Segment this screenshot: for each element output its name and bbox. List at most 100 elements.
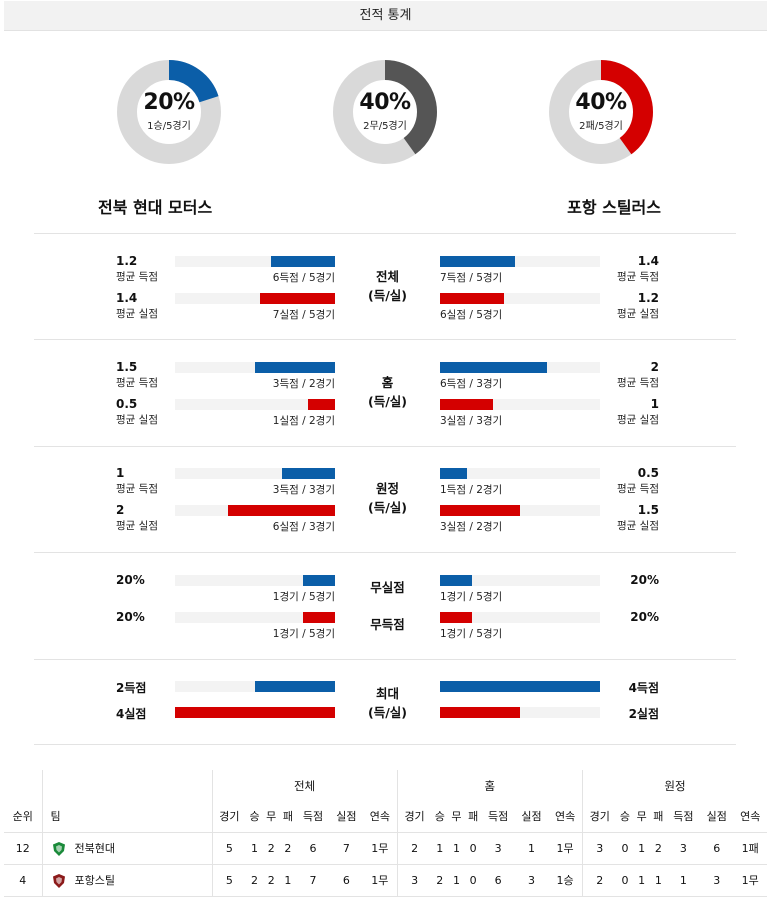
stat-cell: 3 bbox=[481, 832, 515, 865]
home-bar bbox=[303, 612, 335, 623]
divider bbox=[34, 233, 736, 234]
home-bar-track bbox=[175, 681, 335, 692]
section-label: 전체 (득/실) bbox=[335, 267, 440, 305]
stat-cell: 1무 bbox=[733, 864, 767, 897]
away-bar-label: 3실점 / 2경기 bbox=[440, 521, 503, 533]
column-header: 득점 bbox=[666, 801, 701, 833]
away-bar bbox=[440, 399, 493, 410]
table-row: 12 전북현대 5 1 2 2 6 7 1무 2 1 1 0 3 1 1무 3 0 1 2 3 6 1패 bbox=[4, 832, 767, 865]
stat-cell: 0 bbox=[616, 832, 634, 865]
away-bar-track bbox=[440, 505, 600, 516]
stat-cell: 6 bbox=[481, 864, 515, 897]
home-bar-track bbox=[175, 575, 335, 586]
away-stat-value: 20% bbox=[630, 610, 659, 624]
team-cell[interactable]: 포항스틸 bbox=[41, 864, 212, 897]
draw-rate-donut: 40% 2무/5경기 bbox=[330, 57, 440, 167]
home-bar-label: 3득점 / 2경기 bbox=[272, 378, 335, 390]
stat-cell: 2 bbox=[581, 864, 617, 897]
page-title: 전적 통계 bbox=[4, 1, 767, 31]
away-stat-label: 평균 득점 bbox=[617, 483, 659, 495]
home-bar bbox=[271, 256, 335, 267]
stat-cell: 0 bbox=[464, 832, 482, 865]
stat-cell: 1무 bbox=[548, 832, 583, 865]
column-header: 실점 bbox=[329, 801, 364, 833]
home-stat-value: 1.4 bbox=[116, 291, 138, 305]
stat-cell: 2 bbox=[279, 832, 297, 865]
away-stat-label: 평균 실점 bbox=[617, 414, 659, 426]
away-bar bbox=[440, 575, 472, 586]
column-header: 연속 bbox=[548, 801, 583, 833]
win-rate-arc bbox=[117, 60, 221, 164]
stat-cell: 1 bbox=[633, 864, 651, 897]
home-bar-label: 6득점 / 5경기 bbox=[272, 272, 335, 284]
stat-row: 2득점 4득점 bbox=[0, 680, 771, 695]
win-rate-percent: 20% bbox=[143, 90, 195, 115]
home-bar-label: 6실점 / 3경기 bbox=[272, 521, 335, 533]
column-header: 무 bbox=[633, 801, 651, 833]
away-bar bbox=[440, 362, 548, 373]
stat-row: 0.5 평균 실점 1실점 / 2경기 3실점 / 3경기 1 평균 실점 bbox=[0, 397, 771, 431]
section-label-title: 최대 bbox=[375, 686, 399, 701]
away-bar-track bbox=[440, 575, 600, 586]
away-bar-label: 1득점 / 2경기 bbox=[440, 484, 503, 496]
away-bar-label: 7득점 / 5경기 bbox=[440, 272, 503, 284]
home-bar-label: 7실점 / 5경기 bbox=[272, 309, 335, 321]
column-header: 경기 bbox=[396, 801, 432, 833]
home-stat-value: 2득점 bbox=[116, 681, 147, 695]
away-stat-value: 1 bbox=[650, 397, 659, 411]
stat-cell: 1 bbox=[514, 832, 549, 865]
home-bar-label: 1경기 / 5경기 bbox=[272, 628, 335, 640]
column-header: 승 bbox=[431, 801, 449, 833]
column-header: 패 bbox=[464, 801, 482, 833]
stat-row: 4실점 2실점 bbox=[0, 706, 771, 721]
team-cell[interactable]: 전북현대 bbox=[41, 832, 212, 865]
stat-cell: 0 bbox=[464, 864, 482, 897]
stat-cell: 3 bbox=[396, 864, 432, 897]
stat-cell: 1패 bbox=[733, 832, 767, 865]
loss-rate-arc bbox=[549, 60, 653, 164]
section-label-sub: (득/실) bbox=[368, 288, 407, 303]
table-row: 4 포항스틸 5 2 2 1 7 6 1무 3 2 1 0 6 3 1승 2 0 1 1 1 3 1무 bbox=[4, 864, 767, 897]
home-bar bbox=[175, 707, 335, 718]
section-label: 홈 (득/실) bbox=[335, 373, 440, 411]
away-stat-label: 평균 실점 bbox=[617, 308, 659, 320]
away-stat-value: 1.4 bbox=[637, 254, 659, 268]
column-header: 패 bbox=[650, 801, 667, 833]
away-bar-track bbox=[440, 399, 600, 410]
section-label-sub: (득/실) bbox=[368, 394, 407, 409]
stat-cell: 1 bbox=[279, 864, 297, 897]
home-bar-track bbox=[175, 468, 335, 479]
column-header: 연속 bbox=[733, 801, 767, 833]
home-stat-value: 20% bbox=[116, 610, 145, 624]
stat-cell: 1 bbox=[448, 864, 465, 897]
draw-rate-donut-chart bbox=[333, 60, 437, 164]
stat-row: 1 평균 득점 3득점 / 3경기 1득점 / 2경기 0.5 평균 득점 bbox=[0, 466, 771, 500]
stat-cell: 3 bbox=[666, 832, 701, 865]
away-bar-track bbox=[440, 707, 600, 718]
section-label-title: 원정 bbox=[375, 481, 399, 496]
away-bar-track bbox=[440, 468, 600, 479]
home-stat-value: 1.2 bbox=[116, 254, 138, 268]
home-bar bbox=[259, 293, 335, 304]
home-stat-value: 20% bbox=[116, 573, 145, 587]
standings-table: 전체 홈 원정 순위 팀 경기 승 무 패 득점 실점 연속 경기 승 무 패 득점 실점 연속 경기 승 무 패… bbox=[4, 770, 767, 897]
draw-rate-arc bbox=[333, 60, 437, 164]
home-bar-track bbox=[175, 399, 335, 410]
stat-cell: 2 bbox=[246, 864, 263, 897]
home-bar-track bbox=[175, 293, 335, 304]
column-header: 실점 bbox=[700, 801, 734, 833]
home-bar-label: 1실점 / 2경기 bbox=[272, 415, 335, 427]
stat-cell: 6 bbox=[700, 832, 734, 865]
rank-header: 순위 bbox=[4, 801, 42, 833]
away-bar-label: 6득점 / 3경기 bbox=[440, 378, 503, 390]
home-stat-label: 평균 실점 bbox=[116, 414, 158, 426]
stat-cell: 6 bbox=[296, 832, 330, 865]
home-stat-label: 평균 득점 bbox=[116, 483, 158, 495]
stat-cell: 0 bbox=[616, 864, 634, 897]
divider bbox=[34, 659, 736, 660]
section-label: 무득점 bbox=[370, 617, 405, 632]
stat-cell: 2 bbox=[262, 864, 280, 897]
section-label-title: 홈 bbox=[381, 375, 394, 390]
stat-cell: 1무 bbox=[363, 832, 398, 865]
home-bar-track bbox=[175, 362, 335, 373]
